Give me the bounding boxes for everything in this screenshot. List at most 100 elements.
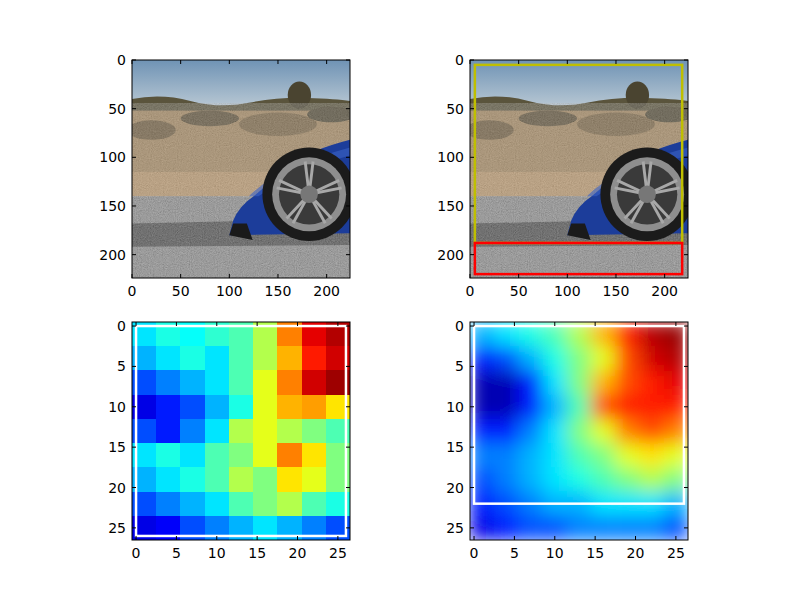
x-tick bbox=[595, 536, 596, 540]
heatmap-cell bbox=[302, 346, 327, 371]
plot-area bbox=[132, 60, 350, 278]
y-tick bbox=[132, 205, 136, 206]
y-tick bbox=[470, 254, 474, 255]
y-tick bbox=[684, 60, 688, 61]
heatmap-cell bbox=[518, 346, 543, 371]
heatmap-cell bbox=[494, 419, 519, 444]
heatmap-cell bbox=[640, 370, 665, 395]
y-tick bbox=[470, 527, 474, 528]
spoke bbox=[310, 161, 313, 186]
x-tick bbox=[180, 60, 181, 64]
rim bbox=[272, 157, 346, 231]
x-tick bbox=[216, 322, 217, 326]
x-tick-label: 0 bbox=[466, 283, 475, 299]
car-splitter bbox=[567, 224, 590, 241]
heatmap-cell bbox=[591, 346, 616, 371]
y-tick bbox=[470, 406, 474, 407]
y-tick bbox=[346, 406, 350, 407]
cells bbox=[470, 322, 688, 540]
x-tick bbox=[474, 536, 475, 540]
heatmap-cell bbox=[591, 516, 616, 540]
x-tick bbox=[518, 274, 519, 278]
y-tick bbox=[346, 366, 350, 367]
heatmap-cell bbox=[229, 443, 254, 468]
x-tick bbox=[635, 322, 636, 326]
heatmap-cell bbox=[640, 443, 665, 468]
x-tick-label: 0 bbox=[128, 283, 137, 299]
heatmap-cell bbox=[253, 467, 278, 492]
heatmap-cell bbox=[567, 419, 592, 444]
y-tick bbox=[684, 527, 688, 528]
y-tick bbox=[346, 447, 350, 448]
heatmap-cell bbox=[494, 395, 519, 420]
tire bbox=[262, 148, 350, 241]
figure: 0501001502000501001502000501001502000501… bbox=[0, 0, 800, 600]
y-tick bbox=[470, 487, 474, 488]
y-tick bbox=[684, 406, 688, 407]
y-tick-label: 15 bbox=[446, 439, 464, 455]
heatmap-cell bbox=[277, 492, 302, 517]
heatmap-cell bbox=[156, 346, 181, 371]
y-tick bbox=[132, 326, 136, 327]
y-tick bbox=[684, 205, 688, 206]
heatmap-cell bbox=[494, 370, 519, 395]
x-tick bbox=[257, 536, 258, 540]
y-tick-label: 150 bbox=[99, 198, 126, 214]
cells bbox=[132, 322, 350, 540]
spoke bbox=[655, 188, 680, 193]
y-tick bbox=[684, 254, 688, 255]
y-tick-label: 10 bbox=[446, 399, 464, 415]
x-tick-label: 150 bbox=[603, 283, 630, 299]
x-tick bbox=[216, 536, 217, 540]
y-tick bbox=[684, 108, 688, 109]
x-tick bbox=[554, 536, 555, 540]
x-tick-label: 50 bbox=[172, 283, 190, 299]
x-tick bbox=[326, 60, 327, 64]
heatmap-cell bbox=[180, 346, 205, 371]
bounding-box bbox=[474, 326, 684, 504]
heatmap-cell bbox=[180, 419, 205, 444]
x-tick bbox=[326, 274, 327, 278]
heatmap-cell bbox=[229, 467, 254, 492]
heatmap-cell bbox=[156, 370, 181, 395]
heatmap-cell bbox=[640, 395, 665, 420]
x-tick-label: 15 bbox=[248, 545, 266, 561]
heatmap-cell bbox=[591, 395, 616, 420]
y-tick bbox=[470, 157, 474, 158]
heatmap-cell bbox=[180, 443, 205, 468]
heatmap-cell bbox=[615, 467, 640, 492]
y-tick bbox=[132, 366, 136, 367]
x-tick-label: 25 bbox=[329, 545, 347, 561]
heatmap-cell bbox=[205, 419, 230, 444]
y-tick-label: 100 bbox=[99, 149, 126, 165]
heatmap-cell bbox=[156, 395, 181, 420]
y-tick bbox=[346, 487, 350, 488]
y-tick bbox=[470, 60, 474, 61]
heatmap-cell bbox=[229, 492, 254, 517]
x-tick bbox=[664, 274, 665, 278]
bounding-box bbox=[475, 243, 682, 274]
heatmap-cell bbox=[615, 370, 640, 395]
x-tick-label: 0 bbox=[132, 545, 141, 561]
y-tick-label: 50 bbox=[108, 101, 126, 117]
y-tick bbox=[470, 205, 474, 206]
y-tick bbox=[132, 157, 136, 158]
x-tick bbox=[229, 274, 230, 278]
y-tick bbox=[684, 447, 688, 448]
y-tick-label: 100 bbox=[437, 149, 464, 165]
bounding-box bbox=[136, 326, 346, 536]
heatmap-cell bbox=[180, 467, 205, 492]
x-tick-label: 150 bbox=[265, 283, 292, 299]
x-tick bbox=[595, 322, 596, 326]
axes-frame bbox=[470, 60, 688, 278]
axes-frame bbox=[132, 60, 350, 278]
y-tick-label: 200 bbox=[99, 247, 126, 263]
heatmap-cell bbox=[640, 419, 665, 444]
heatmap-cell bbox=[615, 395, 640, 420]
x-tick bbox=[635, 536, 636, 540]
y-tick bbox=[470, 447, 474, 448]
heatmap-cell bbox=[253, 395, 278, 420]
heatmap-cell bbox=[591, 419, 616, 444]
y-tick-label: 20 bbox=[446, 480, 464, 496]
spoke bbox=[617, 180, 640, 191]
